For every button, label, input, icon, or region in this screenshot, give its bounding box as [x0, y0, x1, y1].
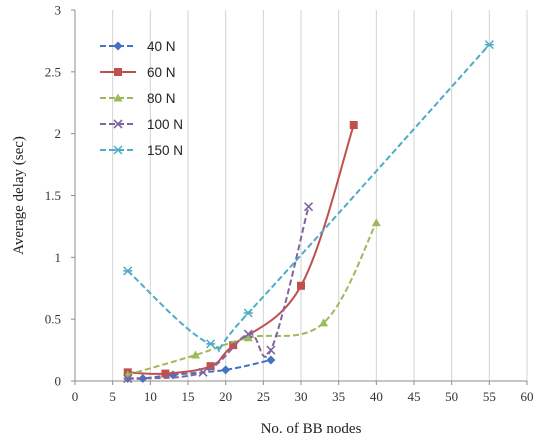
- series-80-n: [123, 218, 381, 379]
- data-point-marker: [229, 341, 238, 350]
- legend-item: 80 N: [100, 91, 176, 106]
- y-axis-label: Average delay (sec): [11, 136, 27, 255]
- legend-item: 60 N: [100, 65, 176, 80]
- y-tick-label: 2: [55, 126, 62, 141]
- data-point-marker: [371, 218, 381, 227]
- y-tick-label: 2.5: [45, 64, 61, 79]
- data-point-marker: [113, 41, 123, 51]
- data-point-marker: [206, 362, 215, 371]
- x-tick-label: 25: [257, 389, 270, 404]
- vertical-gridlines: [74, 10, 528, 381]
- legend-item: 150 N: [100, 143, 183, 158]
- data-point-marker: [297, 281, 305, 290]
- data-point-marker: [484, 40, 494, 50]
- data-point-marker: [123, 373, 133, 384]
- series-100-n: [123, 202, 314, 384]
- data-point-marker: [114, 68, 122, 76]
- data-point-marker: [349, 121, 358, 130]
- legend-label: 60 N: [147, 65, 176, 80]
- data-point-marker: [266, 355, 276, 365]
- series-150-n: [123, 40, 494, 353]
- data-point-marker: [191, 350, 201, 359]
- y-tick-labels: 0 0.5 1 1.5 2 2.5 3: [45, 3, 61, 389]
- data-point-marker: [113, 119, 123, 129]
- y-tick-label: 3: [55, 3, 62, 18]
- data-point-marker: [138, 374, 148, 384]
- y-tick-label: 1: [55, 250, 62, 265]
- x-tick-label: 5: [109, 389, 116, 404]
- axes: [71, 9, 528, 385]
- x-tick-label: 55: [483, 389, 496, 404]
- data-point-marker: [113, 93, 123, 102]
- data-point-marker: [113, 145, 123, 155]
- y-tick-label: 0: [55, 374, 62, 389]
- series-line: [127, 43, 491, 353]
- legend-label: 80 N: [147, 91, 176, 106]
- y-tick-label: 1.5: [45, 188, 61, 203]
- legend-label: 150 N: [147, 143, 183, 158]
- legend: 40 N 60 N 80 N 100 N 150 N: [100, 39, 183, 158]
- x-tick-labels: 0 5 10 15 20 25 30 35 40 45 50 55 60: [72, 389, 534, 404]
- data-point-marker: [319, 318, 329, 327]
- data-point-marker: [123, 266, 133, 276]
- x-tick-label: 0: [72, 389, 79, 404]
- series-line: [127, 206, 310, 380]
- x-tick-label: 40: [370, 389, 383, 404]
- x-tick-label: 20: [219, 389, 232, 404]
- x-tick-label: 45: [408, 389, 421, 404]
- x-axis-label: No. of BB nodes: [261, 421, 362, 437]
- data-series: [123, 40, 494, 384]
- data-point-marker: [221, 365, 231, 375]
- data-point-marker: [198, 367, 208, 377]
- data-point-marker: [243, 308, 253, 318]
- data-point-marker: [243, 333, 253, 342]
- data-point-marker: [161, 369, 170, 378]
- x-tick-label: 15: [182, 389, 195, 404]
- x-tick-label: 10: [144, 389, 157, 404]
- legend-item: 100 N: [100, 117, 183, 132]
- data-point-marker: [243, 329, 253, 339]
- data-point-marker: [303, 202, 314, 212]
- legend-label: 40 N: [147, 39, 176, 54]
- x-tick-label: 60: [521, 389, 534, 404]
- y-tick-label: 0.5: [45, 312, 61, 327]
- legend-label: 100 N: [147, 117, 183, 132]
- x-tick-label: 35: [332, 389, 345, 404]
- x-tick-label: 50: [445, 389, 458, 404]
- legend-item: 40 N: [100, 39, 176, 54]
- data-point-marker: [206, 339, 216, 349]
- x-tick-label: 30: [295, 389, 308, 404]
- data-point-marker: [266, 345, 276, 355]
- series-line: [127, 124, 355, 375]
